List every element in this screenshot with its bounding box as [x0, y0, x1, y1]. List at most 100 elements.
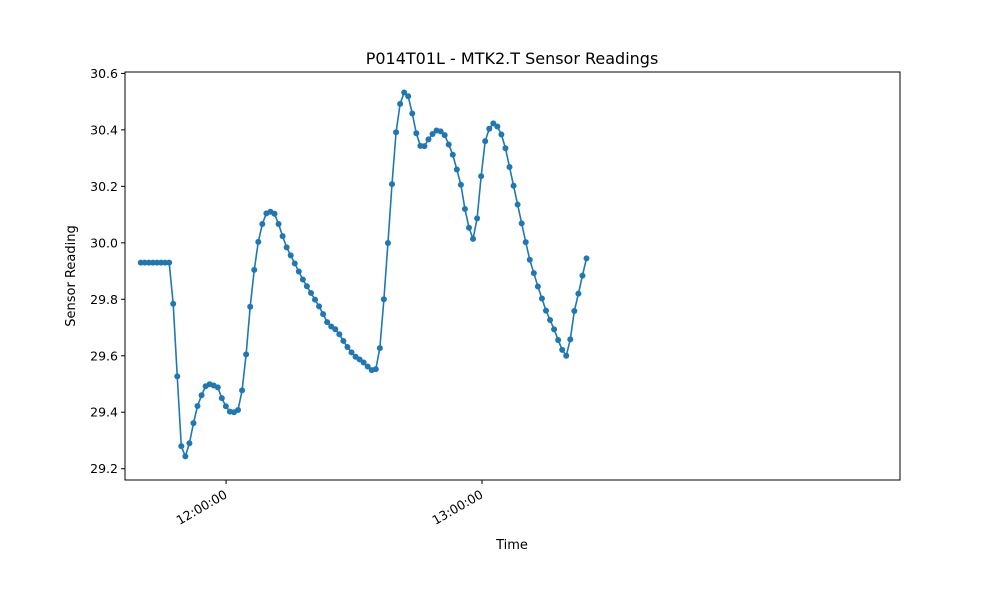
data-point: [518, 220, 525, 227]
y-tick-label: 29.8: [90, 292, 118, 307]
data-point: [409, 110, 416, 117]
data-point: [538, 295, 545, 302]
y-tick-label: 30.2: [90, 179, 118, 194]
data-point: [344, 344, 351, 351]
data-point: [243, 351, 250, 358]
data-point: [490, 120, 497, 127]
y-tick-label: 29.2: [90, 461, 118, 476]
data-point: [457, 181, 464, 188]
data-point: [190, 420, 197, 427]
data-point: [555, 336, 562, 343]
data-point: [324, 319, 331, 326]
data-point: [547, 316, 554, 323]
data-point: [295, 268, 302, 275]
x-axis: 12:00:00 13:00:00: [173, 480, 486, 528]
data-point: [316, 303, 323, 310]
data-point: [307, 289, 314, 296]
data-point: [364, 363, 371, 370]
data-point: [575, 290, 582, 297]
data-point: [174, 373, 181, 380]
data-point: [461, 205, 468, 212]
data-point: [559, 346, 566, 353]
data-point: [235, 406, 242, 413]
y-tick-label: 29.6: [90, 348, 118, 363]
data-point: [303, 283, 310, 290]
data-point: [360, 359, 367, 366]
data-point: [393, 129, 400, 136]
data-point: [194, 403, 201, 410]
data-point: [437, 128, 444, 135]
data-point: [214, 384, 221, 391]
data-point: [320, 311, 327, 318]
y-tick-label: 29.4: [90, 405, 118, 420]
x-tick-label: 13:00:00: [429, 487, 485, 528]
data-point: [465, 224, 472, 231]
y-tick-label: 30.0: [90, 235, 118, 250]
data-point: [514, 201, 521, 208]
data-point: [583, 255, 590, 262]
x-axis-label: Time: [495, 538, 528, 553]
data-point: [425, 136, 432, 143]
data-point: [166, 259, 173, 266]
data-point: [498, 131, 505, 138]
data-point: [522, 239, 529, 246]
data-point: [198, 392, 205, 399]
data-point: [222, 403, 229, 410]
data-point: [453, 166, 460, 173]
y-tick-label: 30.6: [90, 66, 118, 81]
data-point: [526, 256, 533, 263]
data-point: [449, 151, 456, 158]
data-point: [291, 260, 298, 267]
data-point: [178, 443, 185, 450]
data-point: [170, 300, 177, 307]
data-point: [474, 215, 481, 222]
data-point: [218, 395, 225, 402]
data-point: [312, 296, 319, 303]
data-point: [486, 125, 493, 132]
data-point: [510, 182, 517, 189]
data-point: [271, 210, 278, 217]
data-point: [279, 233, 286, 240]
data-point: [283, 244, 290, 251]
data-point: [445, 141, 452, 148]
data-point: [579, 272, 586, 279]
y-axis-label: Sensor Reading: [64, 225, 79, 326]
data-point: [478, 173, 485, 180]
data-point: [340, 337, 347, 344]
y-axis: 29.2 29.4 29.6 29.8 30.0 30.2 30.4 30.6: [90, 66, 125, 476]
x-tick-label: 12:00:00: [173, 487, 229, 528]
data-point: [502, 145, 509, 152]
data-point: [380, 296, 387, 303]
data-point: [506, 164, 513, 171]
data-point: [530, 270, 537, 277]
data-point: [542, 307, 549, 314]
data-point: [251, 266, 258, 273]
data-point: [275, 221, 282, 228]
data-point: [336, 331, 343, 338]
data-point: [332, 326, 339, 333]
data-point: [470, 235, 477, 242]
data-point: [255, 238, 262, 245]
data-point: [186, 440, 193, 447]
data-point: [571, 308, 578, 315]
data-point: [494, 123, 501, 130]
data-point: [429, 131, 436, 138]
data-point: [405, 93, 412, 100]
data-point: [247, 303, 254, 310]
data-point: [372, 366, 379, 373]
data-point: [401, 89, 408, 96]
data-point: [567, 336, 574, 343]
y-tick-label: 30.4: [90, 122, 118, 137]
data-point: [421, 143, 428, 150]
data-point: [384, 239, 391, 246]
data-point: [563, 352, 570, 359]
data-point: [397, 100, 404, 107]
data-point: [287, 252, 294, 259]
data-point: [534, 283, 541, 290]
data-point: [413, 130, 420, 137]
data-point: [441, 132, 448, 139]
data-point: [259, 221, 266, 227]
data-point: [299, 276, 306, 283]
